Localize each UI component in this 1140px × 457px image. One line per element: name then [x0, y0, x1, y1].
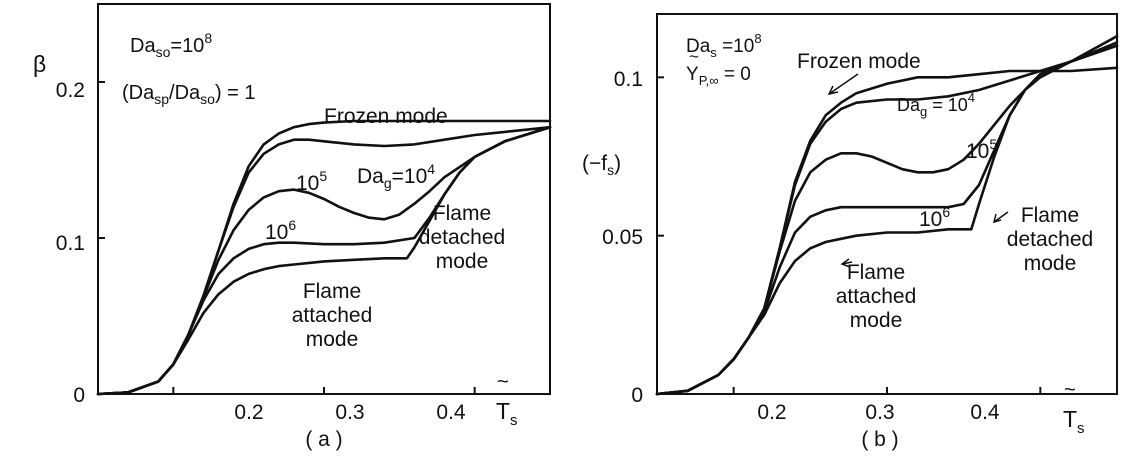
x-axis-label-a: ~ T s — [496, 371, 518, 429]
annotation-flame-detached-b: Flame detached mode — [1007, 204, 1093, 275]
annotation-10e5-a: 105 — [296, 168, 327, 195]
annotation-frozen-mode-a: Frozen mode — [324, 105, 448, 128]
ytick-label-a-2: 0.2 — [56, 79, 85, 102]
svg-text:mode: mode — [306, 328, 359, 351]
svg-text:Flame: Flame — [847, 261, 905, 284]
annotation-10e6-b: 106 — [919, 204, 950, 231]
xtick-label-b-0: 0.2 — [757, 401, 786, 424]
svg-text:s: s — [1077, 420, 1085, 437]
xtick-label-a-2: 0.4 — [436, 401, 466, 424]
svg-text:Flame: Flame — [303, 280, 361, 303]
ytick-label-b-0: 0 — [631, 384, 643, 407]
xtick-label-b-2: 0.4 — [970, 401, 1000, 424]
svg-text:mode: mode — [850, 309, 903, 332]
tick-marks-b — [657, 76, 1042, 395]
panel-a: β 0 0.1 0.2 0.2 0.3 0.4 ~ T s ( a ) Daso… — [33, 3, 552, 451]
flame-attached-curve-a — [96, 125, 552, 396]
svg-text:T: T — [1063, 406, 1077, 432]
svg-text:s: s — [510, 412, 518, 429]
svg-text:Das =108: Das =108 — [686, 31, 762, 60]
annotation-flame-attached-a: Flame attached mode — [292, 280, 373, 351]
flame-attached-curve-b — [655, 44, 1119, 396]
panel-b: (−fs) 0 0.05 0.1 0.2 0.3 0.4 ~ T s ( b )… — [582, 13, 1119, 451]
ytick-label-b-2: 0.1 — [614, 68, 643, 91]
arrowhead-attached-b — [840, 258, 851, 268]
svg-text:attached: attached — [836, 285, 917, 308]
svg-text:~: ~ — [1064, 379, 1076, 401]
svg-text:YP,∞ = 0: YP,∞ = 0 — [686, 64, 751, 88]
x-axis-label-b: ~ T s — [1063, 379, 1085, 437]
svg-text:Daso=108: Daso=108 — [130, 30, 212, 60]
caption-b: ( b ) — [861, 428, 898, 451]
arrow-detached-b — [993, 211, 1009, 223]
svg-text:(Dasp/Daso) = 1: (Dasp/Daso) = 1 — [122, 82, 256, 107]
ytick-label-b-1: 0.05 — [602, 226, 643, 249]
svg-text:~: ~ — [497, 371, 509, 393]
svg-text:detached: detached — [1007, 228, 1093, 251]
xtick-label-b-1: 0.3 — [865, 401, 894, 424]
arrowhead-detached-b — [992, 213, 1002, 224]
y-axis-label-b: (−fs) — [582, 152, 621, 178]
svg-text:detached: detached — [419, 226, 505, 249]
ytick-label-a-1: 0.1 — [56, 232, 85, 255]
xtick-label-a-0: 0.2 — [234, 401, 263, 424]
annotation-frozen-mode-b: Frozen mode — [797, 50, 921, 73]
curves-a — [96, 119, 552, 396]
annotation-dag-10e4-b: Dag = 104 — [897, 90, 975, 119]
y-axis-label-a: β — [33, 51, 46, 77]
svg-text:Flame: Flame — [433, 202, 491, 225]
svg-text:T: T — [496, 398, 510, 424]
annotation-10e6-a: 106 — [265, 217, 296, 244]
arrow-frozen-b — [828, 73, 859, 95]
annotation-10e5-b: 105 — [966, 136, 997, 163]
annotation-flame-detached-a: Flame detached mode — [419, 202, 505, 273]
svg-text:mode: mode — [1024, 252, 1077, 275]
annotation-flame-attached-b: Flame attached mode — [836, 261, 917, 332]
svg-text:~: ~ — [689, 47, 699, 66]
svg-text:mode: mode — [436, 250, 489, 273]
caption-a: ( a ) — [305, 428, 342, 451]
param-text-a: Daso=108 (Dasp/Daso) = 1 — [122, 30, 256, 107]
annotation-dag-10e4-a: Dag=104 — [357, 161, 435, 191]
svg-text:Flame: Flame — [1021, 204, 1079, 227]
ytick-label-a-0: 0 — [73, 384, 85, 407]
curves-b — [655, 34, 1119, 396]
xtick-label-a-1: 0.3 — [335, 401, 364, 424]
param-text-b: Das =108 ~ YP,∞ = 0 — [686, 31, 762, 88]
svg-text:attached: attached — [292, 304, 373, 327]
arrowhead-frozen-b — [827, 85, 839, 96]
